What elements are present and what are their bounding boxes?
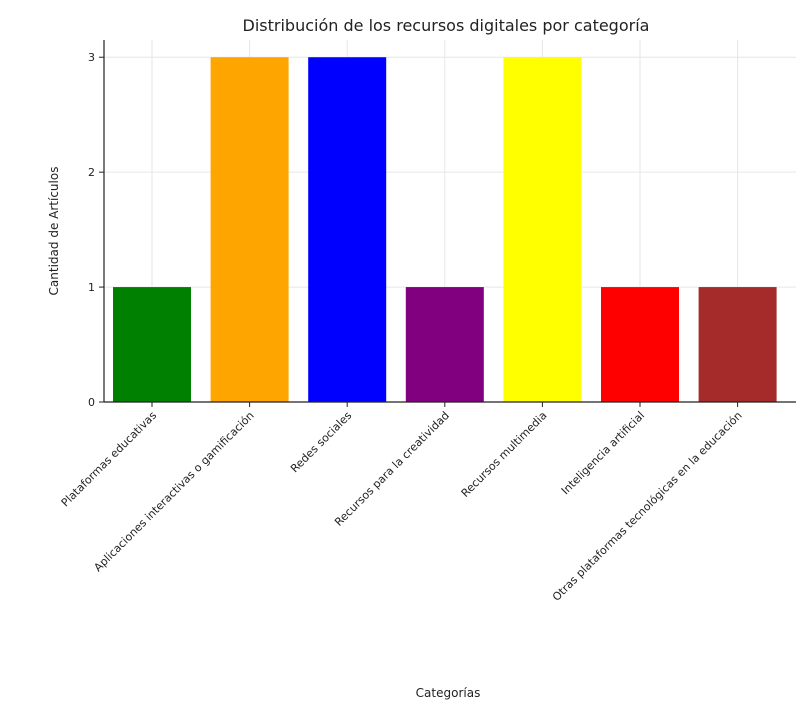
bar [503,57,582,402]
x-tick-label: Redes sociales [288,409,354,475]
y-tick-label: 0 [88,396,95,409]
bar [405,287,484,402]
y-axis-label: Cantidad de Artículos [47,167,61,296]
x-tick-label: Otras plataformas tecnológicas en la edu… [550,409,745,604]
bar [113,287,191,402]
bar [698,287,777,402]
axes [103,40,796,403]
y-tick-label: 1 [88,281,95,294]
y-tick-label: 2 [88,166,95,179]
x-axis-label: Categorías [416,686,481,700]
chart-title: Distribución de los recursos digitales p… [243,16,650,35]
x-tick-label: Inteligencia artificial [559,409,647,497]
y-ticks: 0 1 2 3 [88,51,104,409]
bar [601,287,679,402]
x-tick-label: Recursos multimedia [459,409,550,500]
bar [308,57,387,402]
x-tick-label: Aplicaciones interactivas o gamificación [91,409,256,574]
bar [210,57,289,402]
bars [113,57,777,402]
x-tick-label: Plataformas educativas [59,409,160,510]
x-tick-label: Recursos para la creatividad [332,409,452,529]
y-tick-label: 3 [88,51,95,64]
